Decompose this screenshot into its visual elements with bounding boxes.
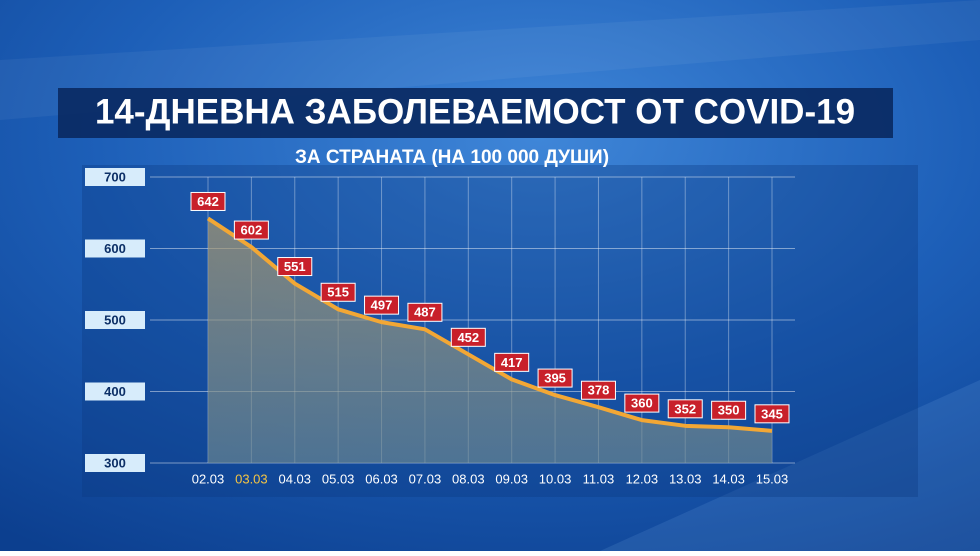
value-label-box	[190, 191, 226, 211]
x-tick-label: 03.03	[235, 471, 268, 486]
value-label: 350	[718, 403, 740, 418]
y-tick-label: 700	[104, 169, 126, 184]
x-tick-label: 07.03	[409, 471, 442, 486]
value-label: 360	[631, 396, 653, 411]
y-tick-box	[85, 382, 145, 401]
x-tick-label: 14.03	[712, 471, 745, 486]
value-label-box	[407, 302, 443, 322]
y-tick-box	[85, 454, 145, 472]
x-tick-label: 13.03	[669, 471, 702, 486]
value-label: 642	[197, 194, 219, 209]
x-tick-label: 02.03	[192, 471, 225, 486]
area-fill	[208, 218, 772, 463]
value-label-box	[277, 257, 313, 277]
chart-subtitle: ЗА СТРАНАТА (НА 100 000 ДУШИ)	[295, 147, 609, 168]
y-tick-label: 300	[104, 455, 126, 470]
value-label: 395	[544, 371, 566, 386]
value-label: 352	[674, 401, 696, 416]
x-tick-label: 12.03	[626, 471, 659, 486]
value-label: 452	[457, 330, 479, 345]
y-tick-box	[85, 311, 145, 329]
value-label: 378	[588, 383, 610, 398]
value-label-box	[624, 393, 660, 413]
x-tick-label: 05.03	[322, 471, 355, 486]
x-tick-label: 06.03	[365, 471, 398, 486]
y-tick-label: 600	[104, 241, 126, 256]
value-label-box	[711, 400, 747, 420]
value-label: 497	[371, 298, 393, 313]
y-tick-label: 500	[104, 312, 126, 327]
value-label-box	[667, 399, 703, 419]
x-tick-label: 15.03	[756, 471, 789, 486]
value-label: 487	[414, 305, 436, 320]
value-label: 345	[761, 406, 783, 421]
value-label-box	[494, 352, 530, 372]
value-label-box	[754, 404, 790, 424]
value-label-box	[537, 368, 573, 388]
x-tick-label: 09.03	[495, 471, 528, 486]
y-tick-box	[85, 239, 145, 258]
value-label-box	[450, 327, 486, 347]
x-tick-label: 08.03	[452, 471, 485, 486]
value-label: 602	[241, 223, 263, 238]
value-label-box	[233, 220, 269, 240]
value-label-box	[580, 380, 616, 400]
chart-title: 14-ДНЕВНА ЗАБОЛЕВАЕМОСТ ОТ COVID-19	[95, 92, 855, 131]
x-tick-label: 10.03	[539, 471, 572, 486]
x-tick-label: 04.03	[278, 471, 311, 486]
value-label-box	[320, 282, 356, 302]
value-label: 515	[327, 285, 349, 300]
value-label: 551	[284, 259, 306, 274]
value-label-box	[364, 295, 400, 315]
x-tick-label: 11.03	[583, 471, 615, 486]
decor	[600, 380, 980, 551]
y-tick-box	[85, 168, 145, 186]
y-tick-label: 400	[104, 384, 126, 399]
line	[206, 216, 773, 433]
title-box	[58, 88, 893, 138]
value-label: 417	[501, 355, 523, 370]
